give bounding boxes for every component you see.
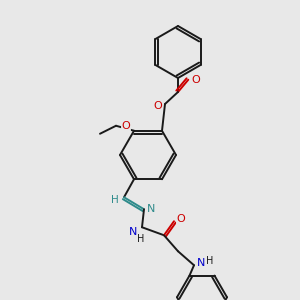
Text: O: O [177, 214, 185, 224]
Text: H: H [206, 256, 214, 266]
Text: N: N [197, 258, 205, 268]
Text: N: N [147, 204, 155, 214]
Text: H: H [137, 234, 145, 244]
Text: O: O [154, 101, 162, 111]
Text: N: N [129, 227, 137, 237]
Text: H: H [111, 195, 119, 205]
Text: O: O [122, 121, 130, 131]
Text: O: O [191, 75, 200, 85]
